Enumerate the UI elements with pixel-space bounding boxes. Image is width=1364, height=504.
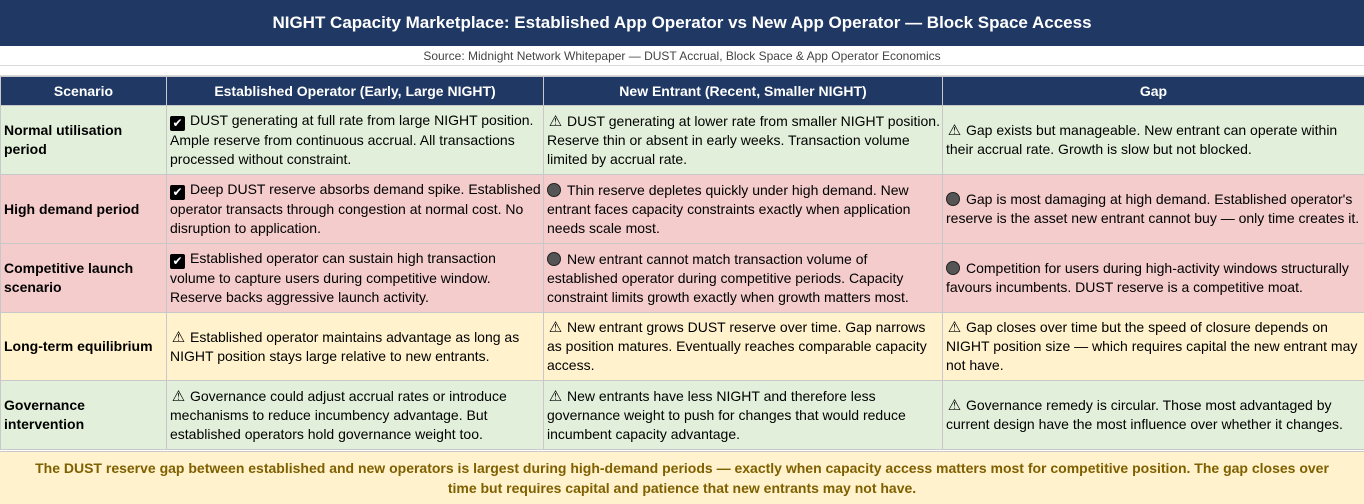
new-entrant-cell: Thin reserve depletes quickly under high… — [543, 174, 943, 244]
table-header-row: Scenario Established Operator (Early, La… — [0, 76, 1364, 106]
table-body: Normal utilisation period ✔ DUST generatin… — [0, 105, 1364, 450]
established-cell: ⚠ Established operator maintains advantag… — [166, 312, 544, 381]
cell-text: Established operator can sustain high tr… — [170, 250, 496, 305]
header-scenario: Scenario — [0, 76, 167, 106]
dot-icon — [547, 251, 561, 266]
cell-text: DUST generating at lower rate from small… — [547, 112, 940, 167]
table-row: Competitive launch scenario ✔ Established … — [0, 243, 1364, 313]
established-cell: ✔ Established operator can sustain high t… — [166, 243, 544, 313]
cell-text: DUST generating at full rate from large … — [170, 112, 534, 167]
warning-icon: ⚠ — [548, 319, 563, 336]
table-row: High demand period ✔ Deep DUST reserve abs… — [0, 174, 1364, 244]
warning-icon: ⚠ — [947, 319, 962, 336]
warning-icon: ⚠ — [171, 387, 186, 405]
page-title: NIGHT Capacity Marketplace: Established … — [0, 0, 1364, 46]
table-row: Governance intervention ⚠ Governance could… — [0, 380, 1364, 450]
cell-text: Governance could adjust accrual rates or… — [170, 387, 507, 442]
gap-cell: Competition for users during high-activi… — [942, 243, 1364, 313]
gap-cell: ⚠ Governance remedy is circular. Those mo… — [942, 380, 1364, 450]
warning-icon: ⚠ — [171, 328, 186, 346]
cell-text: Competition for users during high-activi… — [946, 260, 1349, 295]
gap-cell: ⚠ Gap closes over time but the speed of c… — [942, 312, 1364, 381]
dot-icon — [547, 182, 561, 197]
cell-text: New entrant cannot match transaction vol… — [547, 250, 909, 305]
new-entrant-cell: ⚠ New entrants have less NIGHT and theref… — [543, 380, 943, 450]
established-cell: ✔ DUST generating at full rate from large… — [166, 105, 544, 175]
check-icon: ✔ — [170, 254, 185, 269]
cell-text: Governance remedy is circular. Those mos… — [946, 397, 1343, 432]
table-row: Long-term equilibrium ⚠ Established operat… — [0, 312, 1364, 381]
warning-icon: ⚠ — [548, 112, 563, 130]
spacer-row — [0, 66, 1364, 76]
scenario-cell: High demand period — [0, 174, 167, 244]
dot-icon — [946, 192, 960, 206]
scenario-cell: Competitive launch scenario — [0, 243, 167, 313]
scenario-cell: Governance intervention — [0, 380, 167, 450]
cell-text: Deep DUST reserve absorbs demand spike. … — [170, 181, 541, 236]
established-cell: ⚠ Governance could adjust accrual rates o… — [166, 380, 544, 450]
check-icon: ✔ — [170, 116, 185, 131]
cell-text: Gap closes over time but the speed of cl… — [946, 319, 1358, 373]
warning-icon: ⚠ — [947, 397, 962, 414]
scenario-cell: Normal utilisation period — [0, 105, 167, 175]
cell-text: New entrant grows DUST reserve over time… — [547, 319, 927, 373]
warning-icon: ⚠ — [947, 122, 962, 139]
new-entrant-cell: New entrant cannot match transaction vol… — [543, 243, 943, 313]
header-new-entrant: New Entrant (Recent, Smaller NIGHT) — [543, 76, 943, 106]
table-row: Normal utilisation period ✔ DUST generatin… — [0, 105, 1364, 175]
dot-icon — [946, 261, 960, 275]
gap-cell: Gap is most damaging at high demand. Est… — [942, 174, 1364, 244]
cell-text: New entrants have less NIGHT and therefo… — [547, 387, 906, 442]
source-note: Source: Midnight Network Whitepaper — DU… — [0, 46, 1364, 66]
cell-text: Gap is most damaging at high demand. Est… — [946, 191, 1360, 226]
warning-icon: ⚠ — [548, 387, 563, 405]
cell-text: Gap exists but manageable. New entrant c… — [946, 122, 1338, 157]
header-gap: Gap — [942, 76, 1364, 106]
new-entrant-cell: ⚠ New entrant grows DUST reserve over tim… — [543, 312, 943, 381]
gap-cell: ⚠ Gap exists but manageable. New entrant … — [942, 105, 1364, 175]
cell-text: Thin reserve depletes quickly under high… — [547, 181, 911, 236]
check-icon: ✔ — [170, 185, 185, 200]
header-established: Established Operator (Early, Large NIGHT… — [166, 76, 544, 106]
established-cell: ✔ Deep DUST reserve absorbs demand spike.… — [166, 174, 544, 244]
cell-text: Established operator maintains advantage… — [170, 328, 520, 364]
new-entrant-cell: ⚠ DUST generating at lower rate from smal… — [543, 105, 943, 175]
footer-summary: The DUST reserve gap between established… — [0, 451, 1364, 504]
scenario-cell: Long-term equilibrium — [0, 312, 167, 381]
comparison-table: Scenario Established Operator (Early, La… — [0, 76, 1364, 450]
